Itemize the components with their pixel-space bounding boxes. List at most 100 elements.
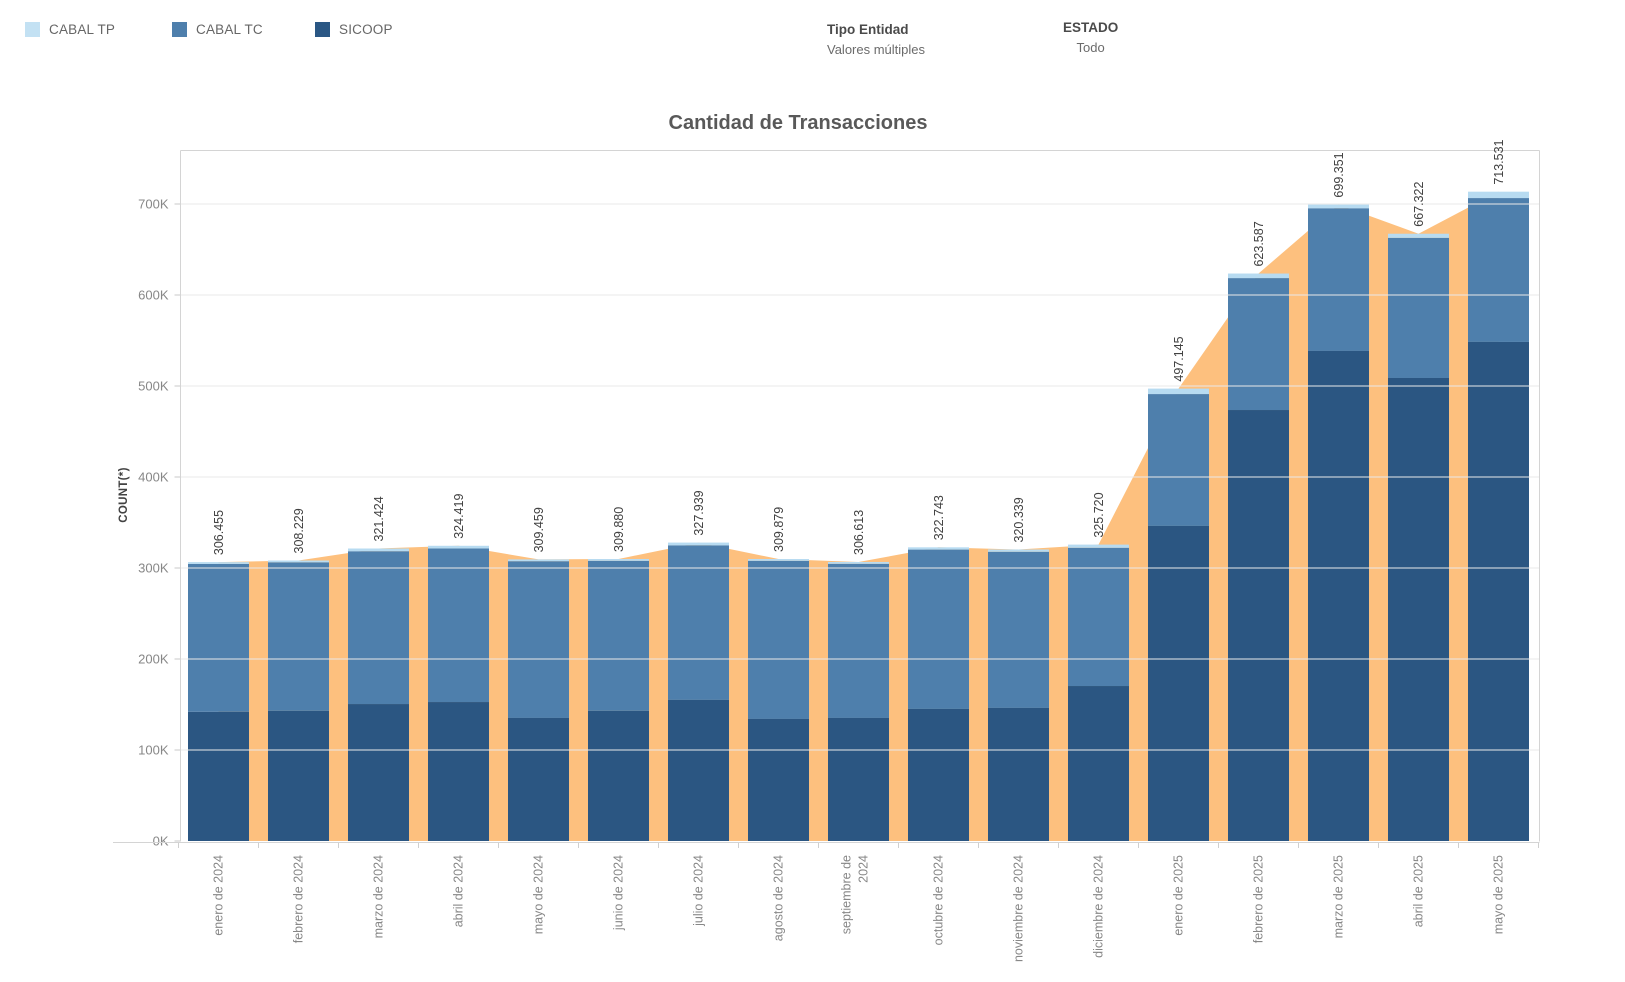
x-category-label: julio de 2024 [692,855,706,927]
x-category-label: febrero de 2024 [292,855,306,943]
legend-swatch-cabal-tc [172,22,187,37]
bar-total-label: 322.743 [932,495,946,540]
bar-total-label: 327.939 [692,490,706,535]
legend-label: SICOOP [339,22,393,37]
bar-total-label: 309.459 [532,507,546,552]
bar-segment-cabal-tc[interactable] [748,560,809,719]
bar-segment-cabal-tc[interactable] [348,551,409,705]
x-category-label: enero de 2025 [1172,855,1186,936]
x-category-label: febrero de 2025 [1252,855,1266,943]
bar-total-label: 306.613 [852,510,866,555]
filter-tipo-entidad[interactable]: Tipo Entidad Valores múltiples [827,22,925,57]
filter-value[interactable]: Todo [1076,40,1105,55]
y-tick-label: 300K [138,561,169,576]
x-category-label: marzo de 2024 [372,855,386,938]
x-category-label: agosto de 2024 [772,855,786,941]
bar-segment-sicoop[interactable] [1068,686,1129,841]
legend-item-sicoop[interactable]: SICOOP [315,22,393,37]
legend-item-cabal-tp[interactable]: CABAL TP [25,22,115,37]
bar-segment-cabal-tp[interactable] [1148,388,1209,395]
y-tick-label: 500K [138,379,169,394]
bar-segment-sicoop[interactable] [1228,410,1289,841]
bar-segment-cabal-tc[interactable] [988,551,1049,708]
filter-estado[interactable]: ESTADO Todo [1063,20,1118,55]
bar-segment-cabal-tc[interactable] [1308,208,1369,351]
bar-segment-cabal-tp[interactable] [828,561,889,564]
bar-segment-cabal-tp[interactable] [1388,233,1449,238]
bar-segment-cabal-tc[interactable] [508,561,569,718]
filter-value[interactable]: Valores múltiples [827,42,926,57]
legend-swatch-cabal-tp [25,22,40,37]
bar-total-label: 320.339 [1012,497,1026,542]
bar-total-label: 309.879 [772,507,786,552]
bar-segment-sicoop[interactable] [508,717,569,841]
bar-segment-sicoop[interactable] [828,717,889,841]
x-category-label: diciembre de 2024 [1092,855,1106,958]
bar-segment-cabal-tc[interactable] [828,563,889,718]
bar-segment-cabal-tp[interactable] [588,559,649,561]
bar-segment-sicoop[interactable] [268,710,329,841]
bar-total-label: 713.531 [1492,139,1506,184]
bar-segment-cabal-tp[interactable] [348,548,409,552]
bar-segment-cabal-tc[interactable] [188,563,249,712]
x-category-label: enero de 2024 [212,855,226,936]
legend-item-cabal-tc[interactable]: CABAL TC [172,22,263,37]
bar-segment-cabal-tp[interactable] [748,559,809,561]
bar-segment-cabal-tp[interactable] [1228,273,1289,279]
bar-segment-cabal-tp[interactable] [1308,204,1369,209]
legend-label: CABAL TC [196,22,263,37]
x-category-label: septiembre de [840,855,854,934]
bar-segment-sicoop[interactable] [668,699,729,841]
bar-segment-cabal-tp[interactable] [428,545,489,549]
x-category-label: mayo de 2024 [532,855,546,934]
legend-swatch-sicoop [315,22,330,37]
bar-segment-cabal-tp[interactable] [1068,544,1129,548]
bar-segment-cabal-tc[interactable] [1228,278,1289,411]
x-category-label: octubre de 2024 [932,855,946,945]
bar-segment-sicoop[interactable] [1468,341,1529,841]
bar-segment-cabal-tc[interactable] [588,560,649,711]
x-category-label: abril de 2025 [1412,855,1426,927]
bar-total-label: 306.455 [212,510,226,555]
bar-segment-cabal-tc[interactable] [1468,198,1529,342]
bar-segment-sicoop[interactable] [348,704,409,841]
bar-segment-sicoop[interactable] [188,711,249,841]
filter-title: ESTADO [1063,20,1119,35]
bar-total-label: 325.720 [1092,492,1106,537]
bar-total-label: 667.322 [1412,182,1426,227]
bar-segment-sicoop[interactable] [1388,377,1449,841]
bar-segment-cabal-tp[interactable] [908,547,969,550]
bar-segment-cabal-tc[interactable] [428,548,489,703]
bar-segment-cabal-tp[interactable] [668,542,729,546]
x-category-label: junio de 2024 [612,855,626,931]
bar-segment-cabal-tc[interactable] [908,549,969,709]
x-category-label: mayo de 2025 [1492,855,1506,934]
bar-segment-cabal-tp[interactable] [188,562,249,564]
bar-segment-sicoop[interactable] [988,707,1049,841]
bar-total-label: 324.419 [452,494,466,539]
bar-segment-cabal-tp[interactable] [1468,191,1529,199]
x-category-label: 2024 [857,855,871,883]
bar-segment-sicoop[interactable] [1308,350,1369,841]
bar-segment-cabal-tp[interactable] [268,560,329,563]
bar-segment-sicoop[interactable] [1148,525,1209,841]
x-category-label: noviembre de 2024 [1012,855,1026,962]
y-tick-label: 400K [138,470,169,485]
bar-segment-sicoop[interactable] [428,702,489,841]
bar-segment-sicoop[interactable] [908,708,969,841]
bar-segment-cabal-tc[interactable] [1388,237,1449,378]
bar-segment-cabal-tp[interactable] [988,549,1049,552]
bar-total-label: 497.145 [1172,336,1186,381]
legend-label: CABAL TP [49,22,116,37]
y-tick-label: 0K [153,834,169,849]
bar-segment-sicoop[interactable] [748,718,809,841]
chart-title: Cantidad de Transacciones [668,112,928,134]
bar-segment-cabal-tc[interactable] [668,545,729,700]
bar-segment-cabal-tp[interactable] [508,559,569,562]
bar-segment-cabal-tc[interactable] [1148,394,1209,526]
bar-segment-sicoop[interactable] [588,710,649,841]
bar-segment-cabal-tc[interactable] [1068,547,1129,687]
bar-segment-cabal-tc[interactable] [268,562,329,711]
